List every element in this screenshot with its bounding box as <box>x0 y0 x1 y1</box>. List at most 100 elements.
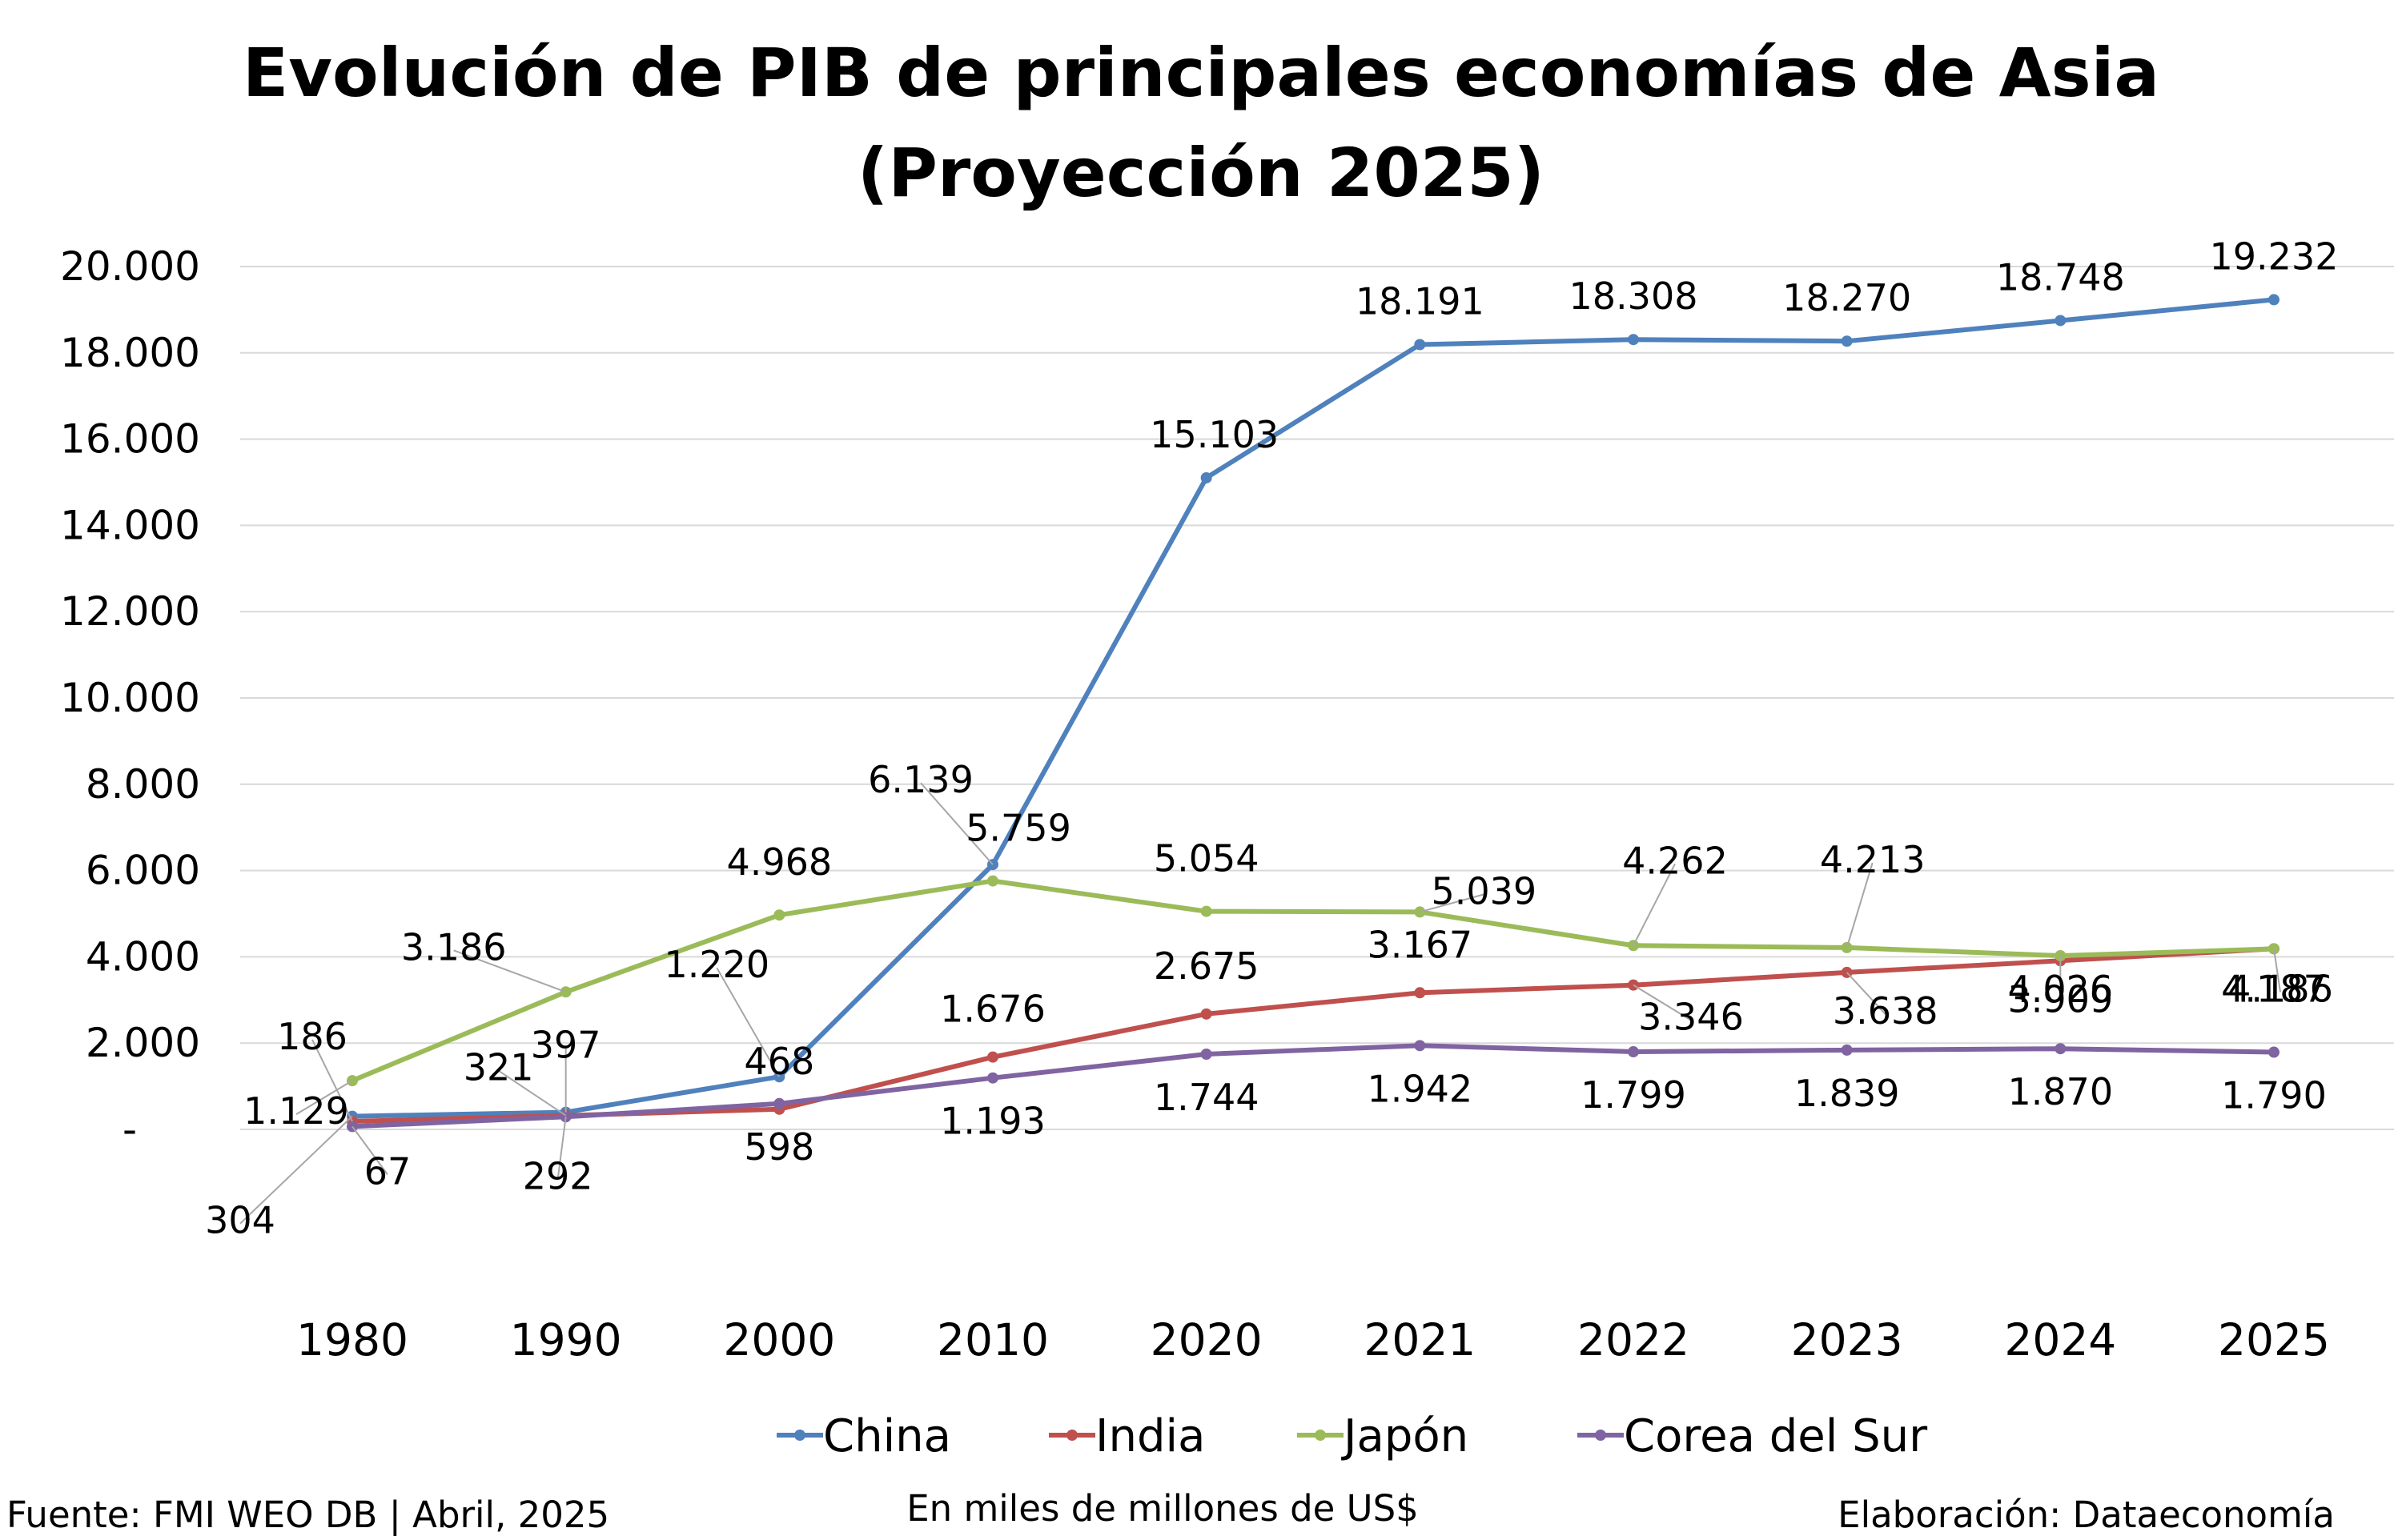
y-tick-label: 4.000 <box>86 933 200 980</box>
data-label: 3.346 <box>1638 996 1744 1039</box>
data-point <box>1200 1008 1212 1020</box>
data-label: 4.262 <box>1622 839 1728 882</box>
legend: China India Japón Corea del Sur <box>777 1410 1928 1462</box>
units-note: En miles de millones de US$ <box>906 1487 1419 1530</box>
data-label: 4.213 <box>1820 838 1926 881</box>
data-label: 304 <box>205 1199 275 1242</box>
data-point <box>987 1051 998 1063</box>
label-leader-line <box>1633 863 1676 946</box>
data-label: 3.186 <box>401 925 507 969</box>
data-label: 18.270 <box>1782 276 1911 319</box>
data-label: 397 <box>531 1024 601 1067</box>
label-leader-line <box>239 1115 353 1225</box>
label-leader-line <box>1846 972 1886 1015</box>
x-tick-label: 2010 <box>937 1314 1049 1366</box>
data-label: 3.167 <box>1367 923 1472 966</box>
x-axis: 1980 1990 2000 2010 2020 2021 2022 2023 2024 2025 <box>296 1314 2330 1366</box>
label-leader-line <box>311 1039 353 1122</box>
data-label: 4.968 <box>726 840 832 884</box>
y-axis: - 2.000 4.000 6.000 8.000 10.000 12.000 14.000 1… <box>60 243 200 1153</box>
data-label: 321 <box>464 1046 534 1089</box>
chart-subtitle: (Proyección 2025) <box>858 134 1544 212</box>
legend-marker <box>1595 1430 1606 1441</box>
legend-marker <box>1315 1430 1326 1441</box>
y-tick-label: 12.000 <box>60 588 200 635</box>
label-leader-line <box>1633 984 1692 1021</box>
data-label: 1.220 <box>664 943 769 986</box>
data-label: 1.799 <box>1581 1073 1686 1117</box>
data-label: 18.748 <box>1996 255 2125 299</box>
data-labels-layer: 304 397 1.220 6.139 15.103 18.191 18.308 18.270… <box>205 235 2338 1241</box>
data-label: 4.187 <box>2221 967 2327 1010</box>
x-tick-label: 2025 <box>2218 1314 2330 1366</box>
x-tick-label: 1980 <box>296 1314 408 1366</box>
label-leader-line <box>453 949 567 993</box>
x-tick-label: 2022 <box>1577 1314 1689 1366</box>
data-label: 2.675 <box>1154 944 1259 988</box>
label-leaders <box>239 782 2281 1225</box>
x-tick-label: 2023 <box>1791 1314 1903 1366</box>
data-label: 1.676 <box>940 988 1046 1031</box>
source-note: Fuente: FMI WEO DB | Abril, 2025 <box>6 1494 609 1536</box>
data-label: 3.909 <box>2007 977 2113 1021</box>
data-label: 468 <box>744 1040 814 1083</box>
x-tick-label: 2000 <box>723 1314 835 1366</box>
data-label: 598 <box>744 1125 814 1169</box>
y-tick-label: 10.000 <box>60 675 200 721</box>
data-label: 15.103 <box>1150 413 1279 456</box>
data-point <box>1628 334 1639 346</box>
series-line-india <box>350 946 2276 1124</box>
legend-marker <box>794 1430 805 1441</box>
label-leader-line <box>1846 862 1874 948</box>
data-point <box>1628 1046 1639 1058</box>
legend-label: Japón <box>1341 1410 1468 1462</box>
data-label: 4.026 <box>2007 968 2113 1011</box>
data-point <box>1414 339 1426 351</box>
data-point <box>1841 335 1853 347</box>
y-tick-label: 20.000 <box>60 243 200 290</box>
data-label: 19.232 <box>2210 235 2339 278</box>
y-tick-label: 2.000 <box>86 1020 200 1066</box>
series-line-japón <box>350 878 2276 1084</box>
data-label: 1.839 <box>1794 1072 1900 1115</box>
label-leader-line <box>2273 948 2281 993</box>
label-leader-line <box>295 1080 353 1116</box>
chart-title: Evolución de PIB de principales economía… <box>243 34 2159 112</box>
data-point <box>1841 1044 1853 1056</box>
x-tick-label: 1990 <box>510 1314 622 1366</box>
data-label: 5.054 <box>1154 837 1259 880</box>
y-tick-label: - <box>123 1106 137 1153</box>
legend-marker <box>1066 1430 1078 1441</box>
data-label: 5.039 <box>1431 869 1536 912</box>
data-label: 18.308 <box>1569 275 1698 318</box>
data-label: 292 <box>523 1154 593 1197</box>
x-tick-label: 2020 <box>1151 1314 1263 1366</box>
data-label: 4.186 <box>2227 967 2333 1010</box>
data-point <box>1414 987 1426 999</box>
data-label: 1.870 <box>2007 1070 2113 1113</box>
data-point <box>1200 1048 1212 1060</box>
gridlines <box>240 266 2394 1130</box>
y-tick-label: 16.000 <box>60 416 200 463</box>
data-point <box>1414 1040 1426 1052</box>
legend-label: Corea del Sur <box>1624 1410 1928 1462</box>
data-label: 3.638 <box>1833 989 1938 1033</box>
data-point <box>1200 905 1212 917</box>
x-tick-label: 2021 <box>1364 1314 1476 1366</box>
label-leader-line <box>920 782 994 865</box>
data-point <box>2268 294 2279 306</box>
data-point <box>2055 315 2067 327</box>
data-label: 1.744 <box>1154 1076 1259 1119</box>
data-label: 5.759 <box>966 807 1071 850</box>
data-label: 1.790 <box>2221 1074 2327 1117</box>
data-label: 1.942 <box>1367 1067 1472 1110</box>
label-leader-line <box>1420 893 1484 913</box>
y-tick-label: 14.000 <box>60 502 200 548</box>
data-label: 18.191 <box>1356 280 1484 323</box>
label-leader-line <box>716 967 781 1077</box>
credit-note: Elaboración: Dataeconomía <box>1838 1494 2335 1536</box>
series-line-china <box>350 297 2276 1119</box>
data-point <box>773 1097 785 1109</box>
data-point <box>1200 471 1212 483</box>
